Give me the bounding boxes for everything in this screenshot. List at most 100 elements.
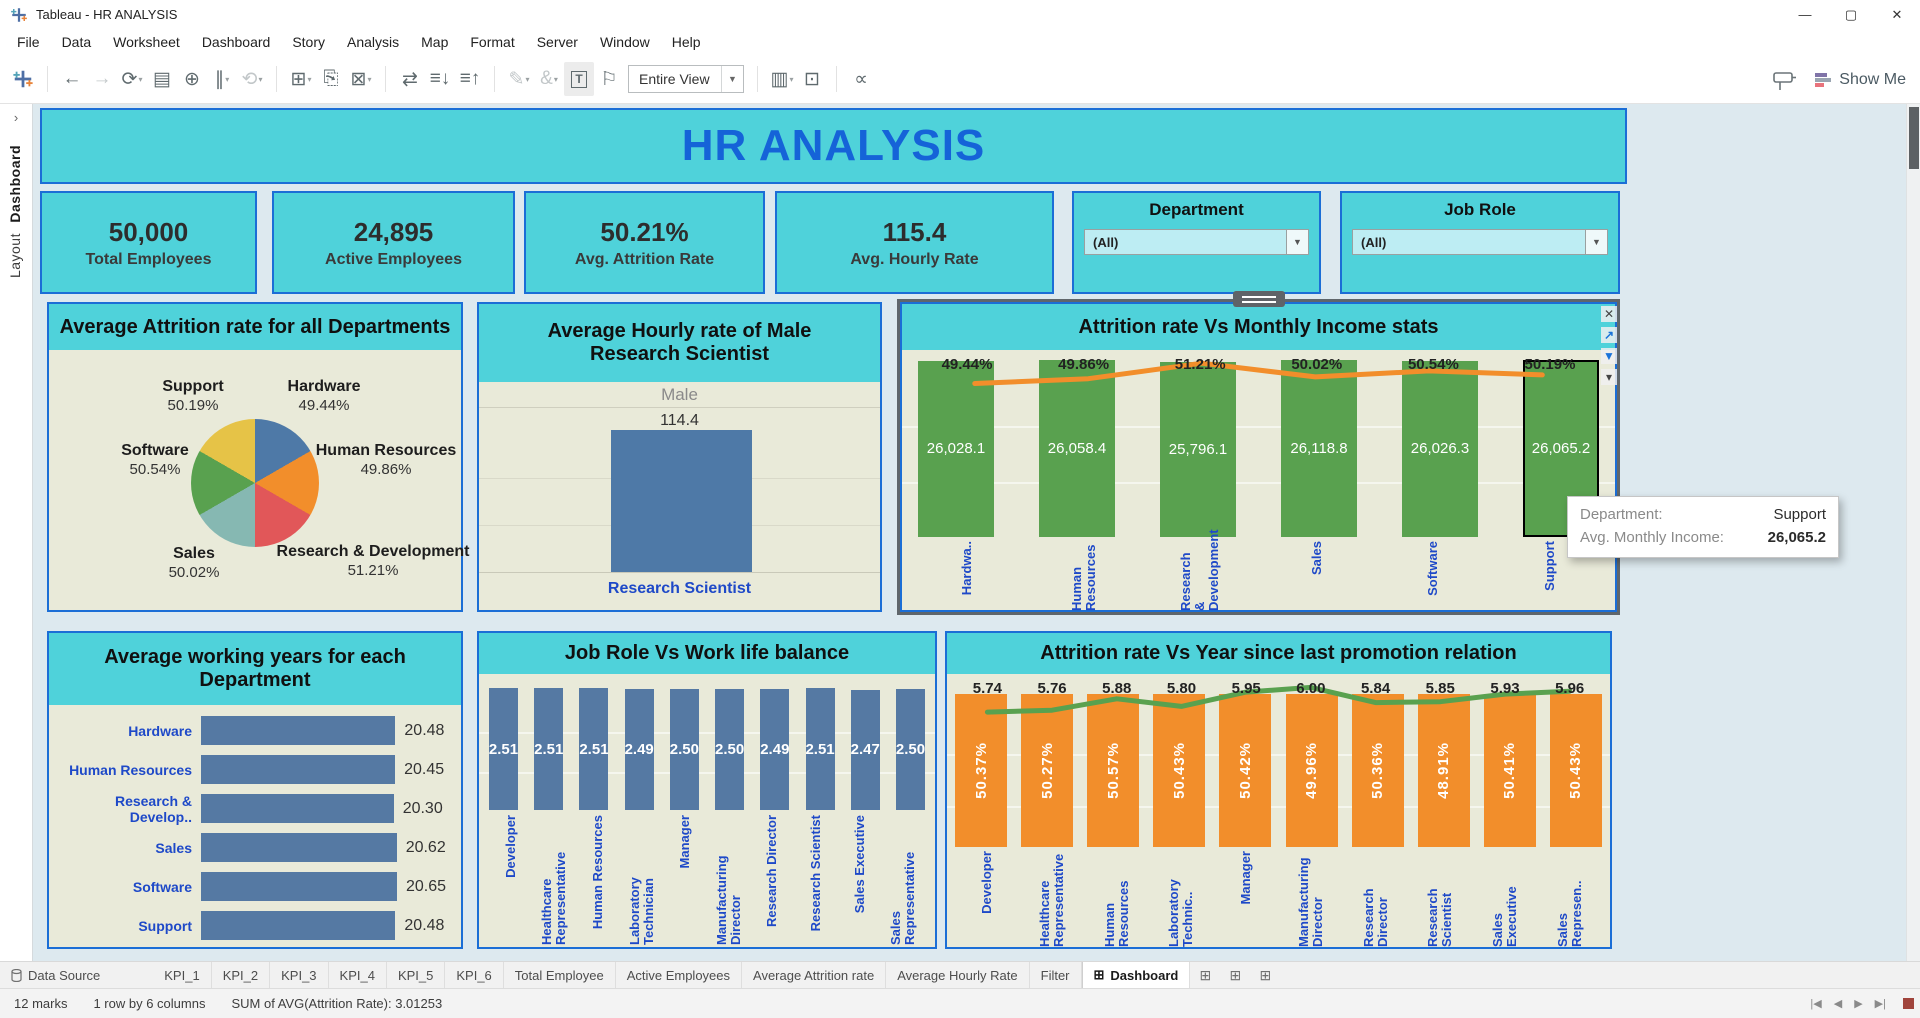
axis-label[interactable]: Developer — [979, 851, 995, 914]
attrition-line[interactable] — [902, 352, 1615, 400]
back-icon[interactable]: ← — [62, 68, 82, 89]
duplicate-icon[interactable]: ⎘ — [323, 68, 339, 89]
axis-label[interactable]: Research Director — [1360, 888, 1390, 947]
bar-support[interactable] — [201, 911, 396, 940]
bar-sales-representative[interactable]: 2.50 — [896, 688, 925, 810]
new-story-tab-icon[interactable]: ⊞ — [1259, 966, 1272, 983]
dropdown-caret-icon[interactable]: ▾ — [525, 74, 530, 84]
axis-label[interactable]: Research Scientist — [607, 580, 752, 597]
bar-manager[interactable]: 2.50 — [670, 688, 699, 810]
save-icon[interactable]: ▤ — [153, 68, 171, 90]
bar-research-scientist[interactable]: 2.51 — [805, 688, 835, 810]
axis-label[interactable]: Research & Develop.. — [114, 792, 192, 825]
axis-label[interactable]: Software — [132, 878, 192, 895]
bar-research-director[interactable]: 2.49 — [760, 689, 789, 810]
sheet-tab-average-hourly-rate[interactable]: Average Hourly Rate — [886, 962, 1030, 988]
axis-label[interactable]: Research & Development — [1178, 529, 1222, 611]
axis-label[interactable]: Sales Representative — [888, 851, 918, 945]
bar-human-resources[interactable] — [201, 755, 396, 784]
replay-icon[interactable]: ⟳ ▾ — [121, 68, 143, 90]
bar-developer[interactable]: 50.37% — [955, 694, 1007, 847]
axis-label[interactable]: Manager — [677, 815, 693, 869]
dropdown-caret-icon[interactable]: ▾ — [138, 74, 143, 84]
bar-research-develop-[interactable] — [201, 794, 394, 823]
menu-window[interactable]: Window — [599, 34, 650, 50]
bar-healthcare-representative[interactable]: 50.27% — [1021, 694, 1074, 847]
first-sheet-icon[interactable]: |◀ — [1810, 998, 1822, 1010]
bar-software[interactable] — [201, 872, 397, 901]
presentation-mode-icon[interactable]: ⊡ — [804, 68, 820, 90]
next-sheet-icon[interactable]: ▶ — [1854, 998, 1863, 1010]
axis-label[interactable]: Human Resources — [1101, 880, 1131, 947]
highlight-icon[interactable]: ✎ ▾ — [508, 68, 530, 90]
sort-ascending-icon[interactable]: ≡↓ — [429, 68, 451, 89]
more-options-icon[interactable]: ▾ — [1601, 369, 1617, 385]
swap-rows-columns-icon[interactable]: ⇄ — [402, 68, 418, 90]
sheet-tab-average-attrition-rate[interactable]: Average Attrition rate — [742, 962, 887, 988]
axis-label[interactable]: Support — [138, 917, 192, 934]
menu-help[interactable]: Help — [671, 34, 701, 50]
sheet-tab-total-employee[interactable]: Total Employee — [504, 962, 616, 988]
remove-zone-icon[interactable]: ✕ — [1601, 306, 1617, 322]
pane-tab-layout[interactable]: Layout — [7, 232, 23, 278]
axis-label[interactable]: Healthcare Representative — [539, 851, 569, 945]
new-worksheet-icon[interactable]: ⊞ ▾ — [290, 68, 312, 90]
menu-format[interactable]: Format — [470, 34, 515, 50]
scrollbar-thumb[interactable] — [1909, 107, 1919, 169]
fit-selector[interactable]: Entire View ▼ — [628, 65, 744, 93]
previous-sheet-icon[interactable]: ◀ — [1833, 998, 1843, 1010]
bar-manufacturing-director[interactable]: 49.96% — [1285, 694, 1338, 847]
pane-tab-dashboard[interactable]: Dashboard — [7, 145, 23, 223]
bar-human-resources[interactable]: 50.57% — [1087, 694, 1140, 847]
axis-label[interactable]: Healthcare Representative — [1037, 853, 1067, 947]
menu-server[interactable]: Server — [536, 34, 578, 50]
axis-label[interactable]: Human Resources — [1068, 544, 1098, 611]
dropdown-caret-icon[interactable]: ▾ — [307, 74, 312, 84]
axis-label[interactable]: Laboratory Technician — [626, 877, 656, 945]
zone-drag-handle-icon[interactable] — [1232, 291, 1285, 307]
axis-label[interactable]: Human Resources — [589, 815, 605, 930]
bar-laboratory-technician[interactable]: 2.49 — [625, 689, 654, 810]
bar-software[interactable]: 26,026.3 — [1402, 360, 1478, 537]
bar-manufacturing-director[interactable]: 2.50 — [715, 688, 744, 810]
vertical-scrollbar[interactable] — [1906, 104, 1920, 961]
bar-sales-executive[interactable]: 2.47 — [851, 689, 880, 810]
bar-human-resources[interactable]: 26,058.4 — [1039, 360, 1115, 537]
new-data-source-icon[interactable]: ⊕ — [184, 68, 200, 90]
menu-story[interactable]: Story — [292, 34, 325, 50]
sheet-tab-data-source[interactable]: Data Source — [0, 962, 111, 988]
axis-label[interactable]: Software — [1425, 541, 1441, 596]
show-mark-labels-icon[interactable]: T — [564, 62, 594, 96]
bar-sales[interactable] — [201, 833, 397, 862]
run-update-icon[interactable]: ⟲ ▾ — [241, 68, 263, 90]
sheet-tab-kpi-3[interactable]: KPI_3 — [270, 962, 329, 988]
minimize-icon[interactable]: — — [1798, 7, 1812, 22]
new-dashboard-tab-icon[interactable]: ⊞ — [1229, 966, 1242, 983]
axis-label[interactable]: Support — [1541, 541, 1557, 591]
tableau-logo-icon[interactable] — [8, 62, 38, 96]
bar-sales-represen-[interactable]: 50.43% — [1549, 694, 1602, 847]
format-link-icon[interactable]: & ▾ — [540, 68, 558, 89]
menu-worksheet[interactable]: Worksheet — [113, 34, 180, 50]
dropdown-caret-icon[interactable]: ▾ — [367, 74, 372, 84]
bar-research-director[interactable]: 50.36% — [1351, 694, 1404, 847]
axis-label[interactable]: Laboratory Technic.. — [1166, 879, 1196, 947]
last-sheet-icon[interactable]: ▶| — [1874, 998, 1886, 1010]
axis-label[interactable]: Manufacturing Director — [1295, 857, 1325, 947]
sheet-tab-dashboard[interactable]: ⊞ Dashboard — [1081, 962, 1191, 988]
filter-dropdown[interactable]: (All) ▼ — [1352, 229, 1608, 255]
share-icon[interactable]: ∝ — [854, 68, 868, 90]
expand-pane-icon[interactable]: › — [13, 110, 19, 125]
sheet-tab-kpi-5[interactable]: KPI_5 — [387, 962, 446, 988]
axis-label[interactable]: Human Resources — [69, 761, 192, 778]
forward-icon[interactable]: → — [92, 68, 112, 89]
zone-attrition-vs-monthly-income[interactable]: ✕ ↗ ▼ ▾ Attrition rate Vs Monthly Income st… — [900, 291, 1617, 612]
menu-map[interactable]: Map — [421, 34, 449, 50]
sheet-tab-kpi-4[interactable]: KPI_4 — [329, 962, 387, 988]
axis-label[interactable]: Manager — [1238, 851, 1254, 905]
axis-label[interactable]: Hardware — [128, 722, 192, 739]
axis-label[interactable]: Research Scientist — [807, 815, 823, 932]
sheet-sorter-icon[interactable] — [1903, 998, 1914, 1009]
menu-analysis[interactable]: Analysis — [347, 34, 400, 50]
chevron-down-icon[interactable]: ▼ — [1286, 230, 1308, 254]
